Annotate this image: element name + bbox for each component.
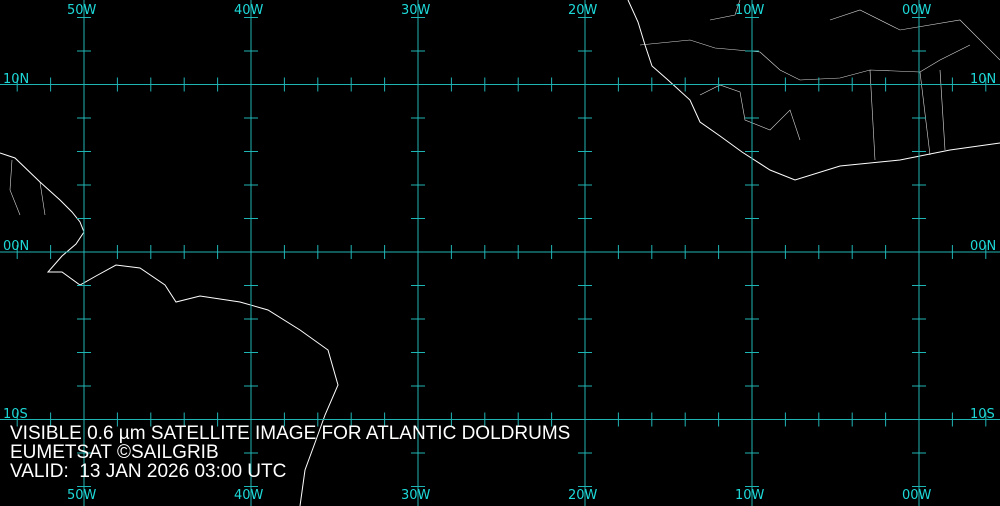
country-border xyxy=(699,84,801,141)
map-caption: VISIBLE 0.6 µm SATELLITE IMAGE FOR ATLAN… xyxy=(10,424,570,481)
country-border xyxy=(639,39,971,81)
latitude-label: 10S xyxy=(970,406,995,422)
longitude-label: 50W xyxy=(67,3,97,18)
latitude-label: 10N xyxy=(3,71,30,87)
latitude-label: 10N xyxy=(970,71,997,87)
latitude-label: 00N xyxy=(970,239,997,254)
longitude-label: 00W xyxy=(902,3,932,18)
caption-valid-time: VALID: 13 JAN 2026 03:00 UTC xyxy=(10,461,287,482)
country-border xyxy=(709,0,741,21)
country-border xyxy=(869,69,876,161)
latitude-label: 00N xyxy=(3,239,30,254)
coastline xyxy=(627,0,1000,181)
longitude-label: 10W xyxy=(735,3,765,18)
longitude-label: 40W xyxy=(234,3,264,18)
country-border xyxy=(9,159,21,216)
longitude-label: 10W xyxy=(735,488,765,503)
longitude-label: 20W xyxy=(568,3,598,18)
country-border xyxy=(939,69,946,151)
country-border xyxy=(829,9,1000,61)
caption-credit: EUMETSAT ©SAILGRIB xyxy=(10,442,219,463)
longitude-label: 00W xyxy=(902,488,932,503)
country-border xyxy=(919,71,931,156)
coastline xyxy=(0,152,339,506)
longitude-label: 30W xyxy=(401,3,431,18)
country-border xyxy=(39,181,46,216)
caption-title: VISIBLE 0.6 µm SATELLITE IMAGE FOR ATLAN… xyxy=(10,423,571,444)
latitude-label: 10S xyxy=(3,406,28,422)
longitude-label: 20W xyxy=(568,488,598,503)
longitude-label: 30W xyxy=(401,488,431,503)
longitude-label: 50W xyxy=(67,488,97,503)
longitude-label: 40W xyxy=(234,488,264,503)
